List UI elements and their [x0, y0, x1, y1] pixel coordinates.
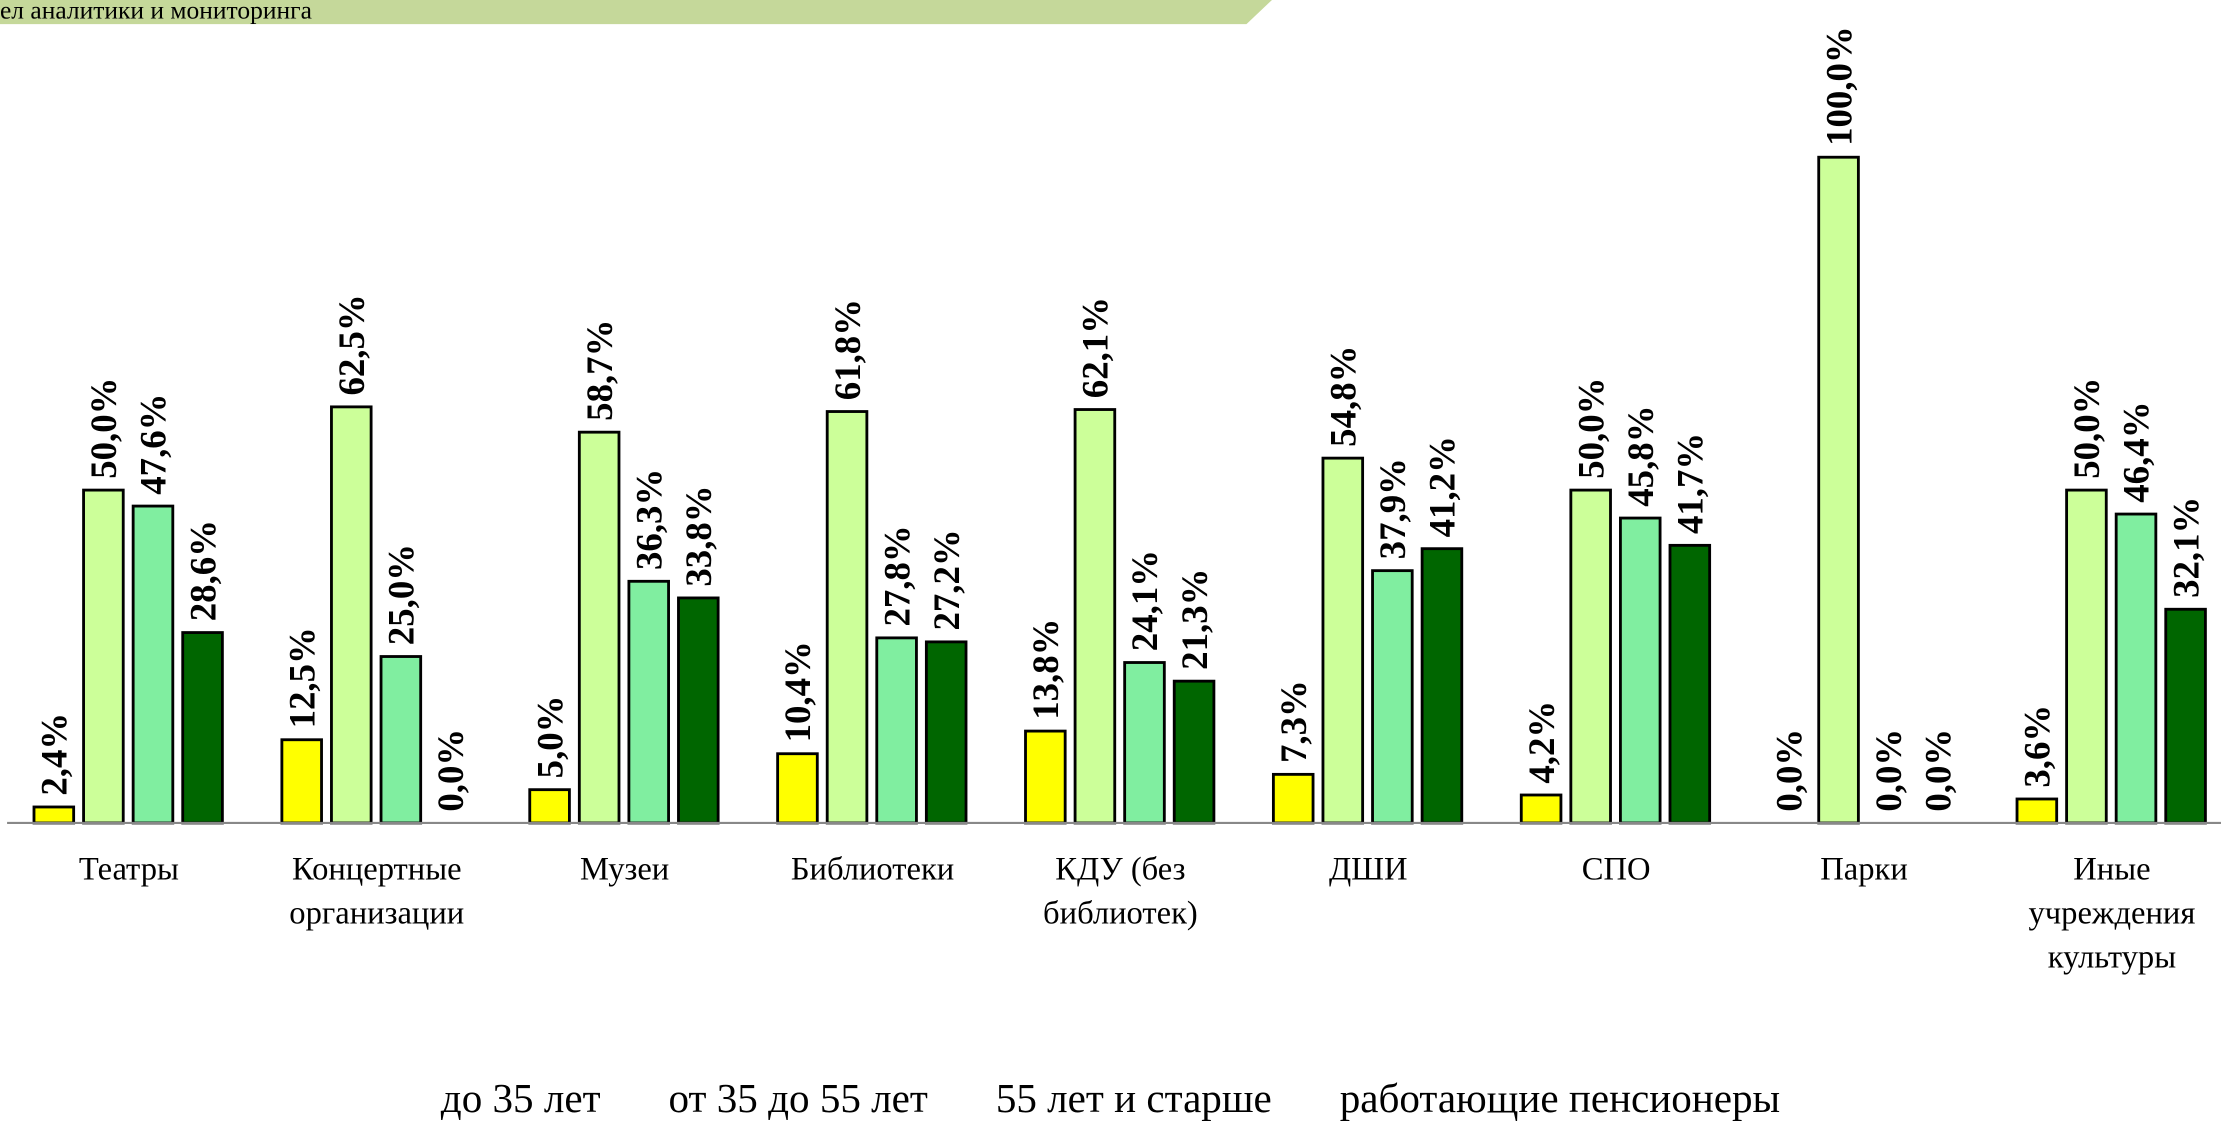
legend-label: от 35 до 55 лет: [668, 1076, 928, 1122]
x-tick-label: Парки: [1820, 851, 1908, 887]
x-tick-label: Библиотеки: [790, 851, 955, 887]
legend-item: 55 лет и старше: [996, 1077, 1272, 1124]
bar: [577, 430, 621, 825]
value-label: 4,2%: [1521, 701, 1562, 784]
value-label: 46,4%: [2116, 401, 2157, 502]
bar: [280, 738, 323, 825]
value-label: 32,1%: [2165, 497, 2206, 598]
value-label: 27,2%: [926, 529, 967, 630]
value-label: 58,7%: [579, 320, 620, 421]
bar: [2015, 797, 2059, 825]
value-label: 50,0%: [2066, 378, 2107, 479]
value-label: 45,8%: [1620, 405, 1661, 506]
value-label: 24,1%: [1124, 550, 1165, 651]
x-tick-label: СПО: [1581, 851, 1651, 887]
bar: [2065, 488, 2108, 825]
value-label: 62,5%: [331, 294, 372, 395]
x-tick-label: Иные учреждения культуры: [2028, 851, 2196, 975]
legend-item: от 35 до 55 лет: [669, 1077, 928, 1124]
header-text: ел аналитики и мониторинга: [0, 0, 312, 25]
x-tick-label: Театры: [78, 851, 179, 887]
value-label: 0,0%: [1868, 729, 1909, 812]
value-label: 5,0%: [529, 696, 570, 779]
value-label: 47,6%: [133, 394, 174, 495]
x-tick-label: Концертные организации: [289, 851, 465, 931]
value-label: 21,3%: [1174, 569, 1215, 670]
bar: [1271, 772, 1315, 825]
bar: [677, 596, 720, 825]
bar: [1172, 679, 1216, 825]
legend-label: работающие пенсионеры: [1339, 1076, 1781, 1122]
bar: [181, 631, 224, 825]
value-label: 41,2%: [1422, 436, 1463, 537]
legend-item: до 35 лет: [441, 1077, 601, 1124]
bar: [1123, 661, 1166, 825]
bar: [1668, 543, 1712, 825]
legend-label: 55 лет и старше: [995, 1076, 1272, 1122]
bar: [528, 788, 571, 825]
value-label: 50,0%: [1570, 378, 1611, 479]
bar: [924, 640, 968, 825]
value-label: 62,1%: [1075, 297, 1116, 398]
value-label: 0,0%: [1769, 729, 1810, 812]
bar: [32, 805, 76, 825]
value-label: 3,6%: [2017, 705, 2058, 788]
x-tick-label: КДУ (без библиотек): [1043, 851, 1198, 931]
value-label: 41,7%: [1670, 433, 1711, 534]
x-tick-label: Музеи: [580, 851, 670, 887]
bar: [2114, 512, 2158, 825]
bar: [1073, 408, 1117, 825]
value-label: 54,8%: [1323, 346, 1364, 447]
bar: [825, 410, 869, 825]
bar: [131, 504, 175, 825]
bar: [1024, 729, 1067, 825]
value-label: 25,0%: [381, 544, 422, 645]
bar: [1321, 456, 1365, 825]
value-label: 10,4%: [777, 641, 818, 742]
header-banner: [0, 0, 1272, 25]
value-label: 50,0%: [83, 378, 124, 479]
bar: [2164, 607, 2207, 825]
value-label: 28,6%: [182, 520, 223, 621]
value-label: 100,0%: [1818, 26, 1859, 146]
bar: [875, 636, 918, 825]
bar: [1371, 569, 1414, 825]
bar: [776, 752, 819, 825]
value-label: 33,8%: [678, 485, 719, 586]
value-label: 2,4%: [34, 713, 75, 796]
bar: [82, 488, 125, 825]
value-label: 12,5%: [281, 627, 322, 728]
legend-item: работающие пенсионеры: [1340, 1077, 1780, 1124]
x-tick-label: ДШИ: [1328, 851, 1408, 887]
bar: [1569, 488, 1612, 825]
bar: [379, 655, 423, 825]
bar: [1817, 155, 1860, 825]
bar: [1619, 516, 1662, 825]
value-label: 37,9%: [1372, 458, 1413, 559]
value-label: 27,8%: [876, 525, 917, 626]
bar: [330, 405, 373, 825]
bar: [1420, 547, 1464, 825]
legend-label: до 35 лет: [440, 1076, 601, 1122]
bar: [1519, 793, 1563, 825]
bar: [627, 579, 670, 825]
value-label: 13,8%: [1025, 619, 1066, 720]
value-label: 61,8%: [827, 299, 868, 400]
value-label: 0,0%: [1917, 729, 1958, 812]
value-label: 36,3%: [628, 469, 669, 570]
legend: до 35 лет от 35 до 55 лет 55 лет и старше р…: [0, 1077, 2221, 1124]
value-label: 7,3%: [1273, 680, 1314, 763]
value-label: 0,0%: [430, 729, 471, 812]
